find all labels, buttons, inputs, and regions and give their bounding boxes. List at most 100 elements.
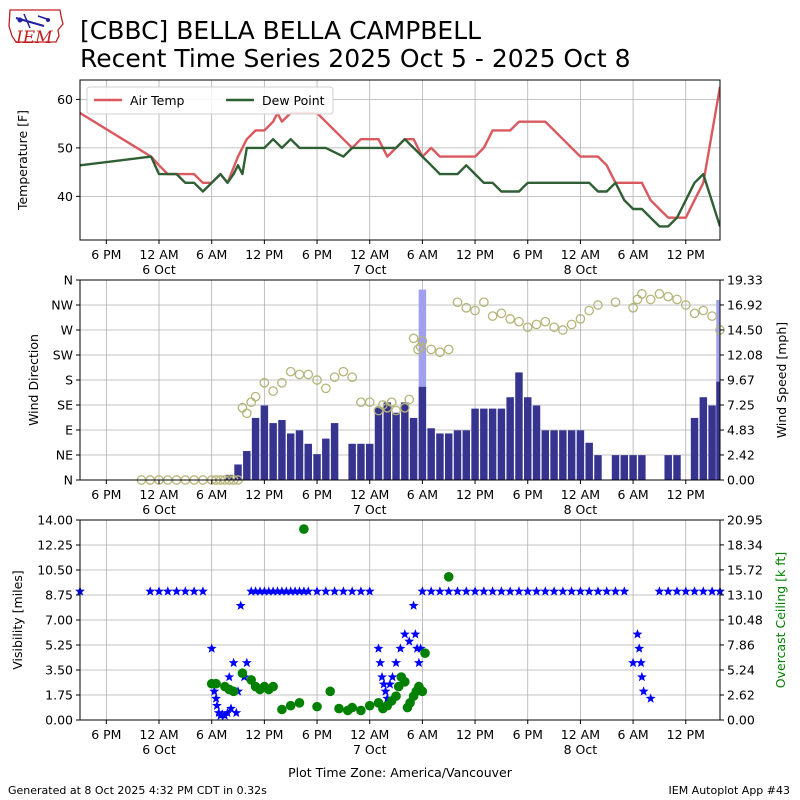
x-tick-label: 8 Oct: [564, 262, 598, 277]
visibility-point: [312, 586, 322, 596]
visibility-point: [364, 586, 375, 596]
wind-speed-bar: [251, 417, 260, 480]
visibility-point: [636, 671, 647, 682]
wind-speed-bar: [225, 474, 233, 480]
visibility-point: [385, 679, 395, 689]
y2-tick-label: 20.95: [727, 513, 763, 528]
wind-speed-bar: [427, 428, 435, 480]
wind-speed-bar: [576, 430, 585, 480]
y-tick-label: 10.50: [37, 563, 73, 578]
wind-direction-point: [707, 311, 717, 321]
visibility-point: [399, 629, 410, 639]
footer-app: IEM Autoplot App #43: [668, 784, 791, 797]
y2-tick-label: 10.48: [727, 612, 763, 627]
wind-speed-bar: [559, 430, 567, 480]
wind-speed-bar: [392, 412, 400, 480]
y2-tick-label: 2.62: [727, 687, 755, 702]
wind-speed-bar: [330, 423, 339, 480]
visibility-point: [347, 586, 358, 596]
x-tick-label: 6 AM: [196, 487, 227, 502]
wind-direction-point: [496, 308, 507, 319]
wind-speed-bar: [532, 405, 541, 480]
wind-direction-point: [698, 305, 709, 316]
ceiling-point: [312, 701, 322, 712]
ceiling-point: [420, 648, 430, 658]
logo-text: IEM: [16, 28, 53, 48]
wind-direction-point: [672, 294, 682, 305]
visibility-point: [638, 686, 649, 696]
visibility-point: [255, 586, 265, 596]
visibility-point: [610, 586, 621, 596]
plot-frame: [79, 79, 721, 241]
x-tick-label: 8 Oct: [564, 502, 598, 517]
visibility-point: [680, 586, 691, 596]
x-tick-label: 12 AM: [561, 247, 600, 262]
iowa-outline-icon: [8, 9, 64, 43]
x-tick-label: 12 AM: [561, 487, 600, 502]
x-tick-label: 6 Oct: [142, 742, 176, 757]
x-tick-label: 6 AM: [407, 487, 438, 502]
wind-speed-bar: [243, 451, 251, 480]
wind-speed-bar: [620, 455, 629, 480]
visibility-point: [557, 586, 568, 596]
visibility-point: [373, 643, 384, 653]
footer-generated: Generated at 8 Oct 2025 4:32 PM CDT in 0…: [8, 784, 267, 797]
x-tick-label: 6 AM: [407, 727, 438, 742]
visibility-point: [268, 586, 279, 596]
visibility-point: [698, 586, 709, 596]
wind-speed-bar: [497, 408, 506, 480]
visibility-point: [619, 586, 630, 596]
visibility-point: [228, 657, 239, 668]
visibility-point: [634, 643, 645, 653]
visibility-point: [496, 586, 507, 596]
wind-direction-point: [505, 314, 516, 324]
legend-box: [86, 86, 334, 115]
ceiling-point: [443, 572, 454, 582]
wind-speed-bar: [260, 405, 269, 480]
visibility-point: [470, 586, 480, 596]
x-tick-label: 6 Oct: [142, 262, 176, 277]
visibility-point: [549, 586, 559, 596]
wind-speed-bar: [234, 464, 242, 480]
wind-speed-bar: [322, 438, 330, 480]
y-tick-label: 0.00: [45, 713, 73, 728]
visibility-point: [235, 600, 246, 610]
visibility-point: [601, 586, 612, 596]
y-axis-label: Visibility [miles]: [10, 570, 25, 669]
visibility-point: [224, 671, 235, 682]
visibility-point: [290, 586, 300, 596]
visibility-point: [231, 707, 242, 718]
visibility-point: [593, 586, 603, 596]
visibility-point: [154, 586, 164, 596]
wind-direction-point: [386, 397, 397, 408]
x-tick-label: 7 Oct: [353, 742, 387, 757]
y-tick-label: 50: [57, 140, 73, 155]
wind-direction-point: [689, 308, 700, 319]
ceiling-point: [294, 698, 305, 708]
wind-speed-bar: [401, 402, 409, 480]
ceiling-point: [277, 704, 287, 715]
iem-logo: IEM: [6, 6, 64, 52]
y2-tick-label: 0.00: [727, 713, 755, 728]
ceiling-point: [299, 524, 309, 534]
visibility-point: [356, 586, 366, 596]
ceiling-point: [400, 677, 410, 687]
chart-title: [CBBC] BELLA BELLA CAMPBELL: [80, 16, 482, 45]
x-tick-label: 12 AM: [350, 487, 389, 502]
x-tick-label: 6 AM: [196, 247, 227, 262]
x-tick-label: 12 AM: [561, 727, 600, 742]
x-tick-label: 12 PM: [667, 247, 705, 262]
wind-speed-bar: [708, 405, 716, 480]
wind-speed-bar: [374, 407, 383, 480]
y2-axis-label: Wind Speed [mph]: [774, 322, 789, 438]
y2-tick-label: 19.33: [727, 273, 763, 288]
visibility-point: [320, 586, 331, 596]
wind-direction-point: [566, 319, 577, 330]
y-axis-label: Temperature [F]: [15, 110, 30, 211]
x-tick-label: 7 Oct: [353, 262, 387, 277]
wind-speed-bar: [295, 430, 304, 480]
x-tick-label: 8 Oct: [564, 742, 598, 757]
y-tick-label: 1.75: [45, 688, 73, 703]
wind-direction-point: [452, 297, 463, 308]
